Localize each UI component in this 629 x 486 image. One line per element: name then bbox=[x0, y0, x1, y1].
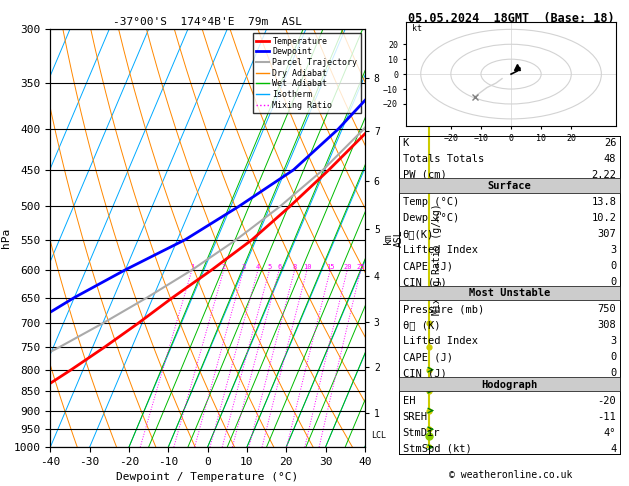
Text: Hodograph: Hodograph bbox=[481, 380, 537, 390]
Text: Pressure (mb): Pressure (mb) bbox=[403, 304, 484, 314]
Text: Lifted Index: Lifted Index bbox=[403, 336, 477, 347]
Text: StmSpd (kt): StmSpd (kt) bbox=[403, 444, 471, 454]
Text: 308: 308 bbox=[598, 320, 616, 330]
Text: 10: 10 bbox=[303, 264, 311, 270]
Text: 3: 3 bbox=[242, 264, 246, 270]
Text: 0: 0 bbox=[610, 277, 616, 287]
Text: 2: 2 bbox=[221, 264, 226, 270]
Text: 05.05.2024  18GMT  (Base: 18): 05.05.2024 18GMT (Base: 18) bbox=[408, 12, 615, 25]
Text: 4°: 4° bbox=[604, 428, 616, 438]
Title: -37°00'S  174°4B'E  79m  ASL: -37°00'S 174°4B'E 79m ASL bbox=[113, 17, 302, 27]
Text: Surface: Surface bbox=[487, 181, 531, 191]
Text: CIN (J): CIN (J) bbox=[403, 368, 447, 379]
Text: 25: 25 bbox=[357, 264, 365, 270]
Text: Totals Totals: Totals Totals bbox=[403, 154, 484, 164]
Y-axis label: km
ASL: km ASL bbox=[382, 229, 404, 247]
Text: 0: 0 bbox=[610, 352, 616, 363]
Text: θᴇ (K): θᴇ (K) bbox=[403, 320, 440, 330]
Text: CAPE (J): CAPE (J) bbox=[403, 261, 452, 271]
Text: © weatheronline.co.uk: © weatheronline.co.uk bbox=[449, 470, 573, 480]
Text: 20: 20 bbox=[343, 264, 352, 270]
Text: 26: 26 bbox=[604, 138, 616, 148]
Text: K: K bbox=[403, 138, 409, 148]
Text: 307: 307 bbox=[598, 229, 616, 239]
Text: 0: 0 bbox=[610, 368, 616, 379]
Text: kt: kt bbox=[412, 24, 421, 33]
Text: Most Unstable: Most Unstable bbox=[469, 288, 550, 298]
Text: 48: 48 bbox=[604, 154, 616, 164]
Text: 15: 15 bbox=[326, 264, 335, 270]
Text: 750: 750 bbox=[598, 304, 616, 314]
Text: LCL: LCL bbox=[371, 432, 386, 440]
Text: 3: 3 bbox=[610, 336, 616, 347]
Text: StmDir: StmDir bbox=[403, 428, 440, 438]
Text: 10.2: 10.2 bbox=[591, 213, 616, 223]
Text: Lifted Index: Lifted Index bbox=[403, 245, 477, 255]
Text: 8: 8 bbox=[292, 264, 297, 270]
Text: 3: 3 bbox=[610, 245, 616, 255]
Text: EH: EH bbox=[403, 396, 415, 406]
Text: SREH: SREH bbox=[403, 412, 428, 422]
X-axis label: Dewpoint / Temperature (°C): Dewpoint / Temperature (°C) bbox=[116, 472, 299, 483]
Text: 6: 6 bbox=[277, 264, 281, 270]
Text: Dewp (°C): Dewp (°C) bbox=[403, 213, 459, 223]
Text: θᴇ(K): θᴇ(K) bbox=[403, 229, 434, 239]
Text: CIN (J): CIN (J) bbox=[403, 277, 447, 287]
Text: Mixing Ratio (g/kg): Mixing Ratio (g/kg) bbox=[432, 203, 442, 315]
Text: 4: 4 bbox=[256, 264, 260, 270]
Text: 1: 1 bbox=[190, 264, 194, 270]
Text: 5: 5 bbox=[267, 264, 272, 270]
Text: PW (cm): PW (cm) bbox=[403, 170, 447, 180]
Text: 13.8: 13.8 bbox=[591, 197, 616, 207]
Text: -11: -11 bbox=[598, 412, 616, 422]
Text: 0: 0 bbox=[610, 261, 616, 271]
Y-axis label: hPa: hPa bbox=[1, 228, 11, 248]
Text: Temp (°C): Temp (°C) bbox=[403, 197, 459, 207]
Text: 4: 4 bbox=[610, 444, 616, 454]
Text: CAPE (J): CAPE (J) bbox=[403, 352, 452, 363]
Text: 2.22: 2.22 bbox=[591, 170, 616, 180]
Legend: Temperature, Dewpoint, Parcel Trajectory, Dry Adiabat, Wet Adiabat, Isotherm, Mi: Temperature, Dewpoint, Parcel Trajectory… bbox=[253, 34, 360, 113]
Text: -20: -20 bbox=[598, 396, 616, 406]
